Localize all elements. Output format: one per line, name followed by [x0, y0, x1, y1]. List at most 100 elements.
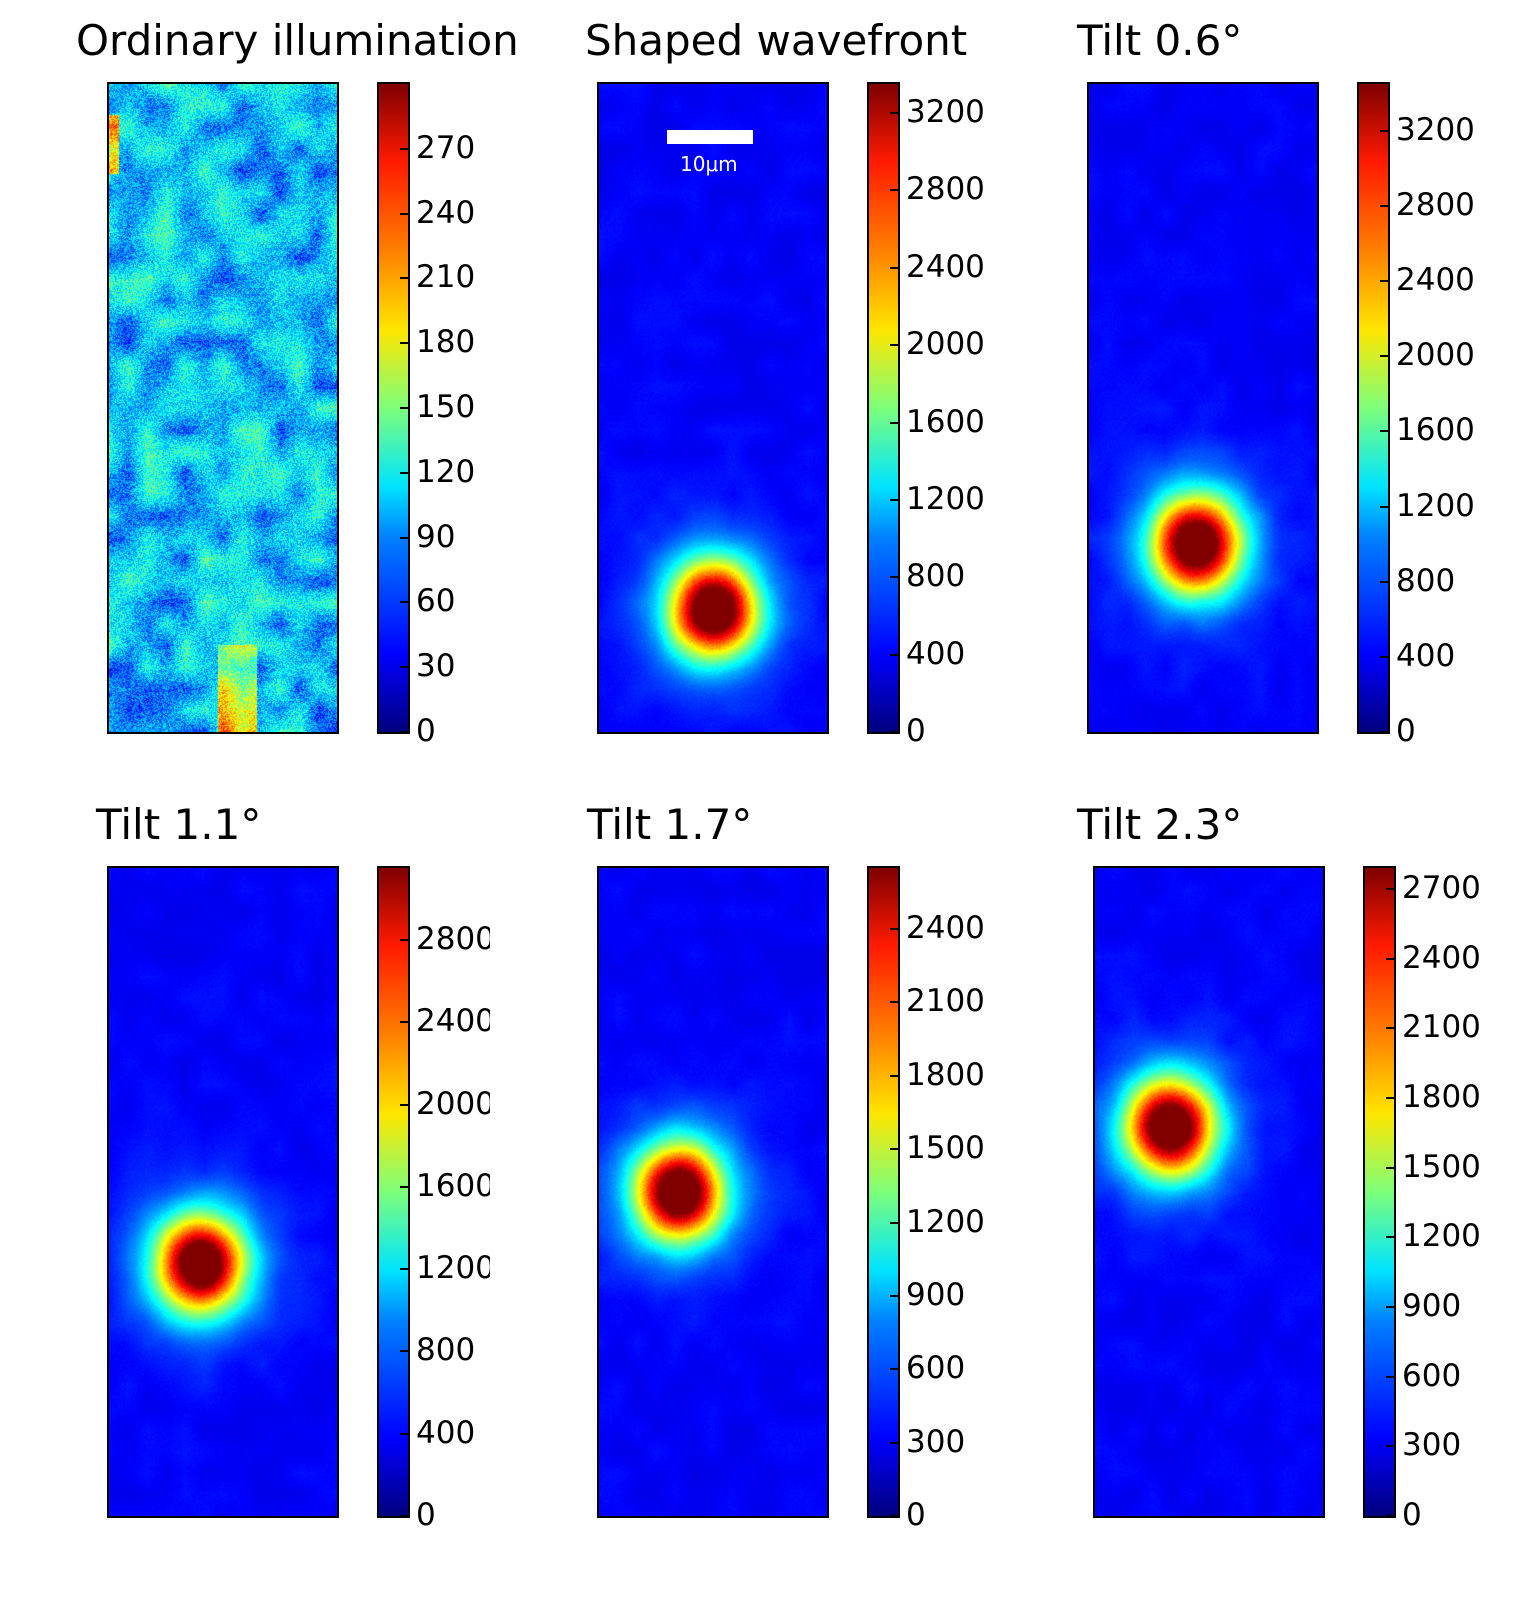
colorbar-tick-mark: [890, 498, 898, 501]
colorbar-tick-mark: [890, 1515, 898, 1517]
colorbar-tick-mark: [1386, 1305, 1394, 1308]
colorbar-tick-mark: [890, 1221, 898, 1224]
colorbar-tick-mark: [1380, 655, 1388, 658]
panel-title: Tilt 0.6°: [1077, 16, 1243, 65]
colorbar-tick-label: 2400: [416, 1006, 490, 1038]
colorbar-tick-label: 30: [416, 648, 456, 685]
colorbar-tick-label: 1200: [416, 1253, 490, 1285]
colorbar-tick-mark: [400, 342, 408, 345]
colorbar-tick-label: 0: [416, 713, 436, 749]
colorbar-tick-mark: [890, 1368, 898, 1371]
colorbar-tick-label: 3200: [1396, 111, 1475, 148]
colorbar-tick-mark: [400, 212, 408, 215]
colorbar-tick-mark: [400, 666, 408, 669]
colorbar-tick-mark: [400, 471, 408, 474]
colorbar-tick-mark: [1380, 580, 1388, 583]
colorbar-tick-label: 1800: [1402, 1078, 1481, 1115]
colorbar-tick-label: 800: [1396, 562, 1456, 599]
colorbar-tick-mark: [890, 731, 898, 733]
colorbar-tick-label: 1200: [906, 1203, 985, 1240]
colorbar-tick-label: 0: [416, 1500, 436, 1531]
colorbar-tick-label: 600: [1402, 1357, 1462, 1394]
colorbar-tick-mark: [1380, 280, 1388, 283]
colorbar-tick-mark: [1380, 505, 1388, 508]
heatmap-image: [597, 82, 829, 734]
colorbar-tick-mark: [890, 112, 898, 114]
colorbar-tick-mark: [400, 1515, 408, 1517]
colorbar-tick-label: 2400: [1396, 262, 1475, 299]
colorbar-tick-label: 300: [906, 1423, 966, 1460]
colorbar-tick-label: 1200: [906, 480, 985, 517]
colorbar-tick-mark: [890, 344, 898, 347]
colorbar-tick-label: 900: [906, 1276, 966, 1313]
colorbar-tick-mark: [1380, 355, 1388, 358]
colorbar-tick-label: 3200: [906, 94, 985, 130]
colorbar-tick-mark: [890, 421, 898, 424]
colorbar-tick-label: 2800: [1396, 187, 1475, 224]
colorbar-tick-label: 150: [416, 389, 476, 425]
heatmap-image: [107, 866, 339, 1518]
colorbar-tick-label: 400: [416, 1417, 476, 1449]
colorbar-tick-mark: [400, 536, 408, 539]
colorbar-tick-label: 2100: [906, 983, 985, 1020]
colorbar-tick-label: 2400: [906, 248, 985, 285]
colorbar-tick-label: 1200: [1402, 1218, 1481, 1255]
colorbar-tick-label: 2000: [906, 326, 985, 363]
heatmap-image: [1093, 866, 1325, 1518]
heatmap-image: [1087, 82, 1319, 734]
panel-title: Tilt 1.1°: [96, 800, 262, 849]
colorbar-tick-mark: [400, 939, 408, 941]
colorbar-tick-label: 60: [416, 583, 456, 620]
colorbar-tick-mark: [1380, 205, 1388, 208]
colorbar-tick-mark: [1386, 957, 1394, 960]
colorbar-tick-label: 1200: [1396, 487, 1475, 524]
colorbar-tick-mark: [890, 576, 898, 579]
colorbar-tick-label: 400: [1396, 637, 1456, 674]
colorbar-tick-label: 800: [906, 558, 966, 595]
colorbar: [1357, 82, 1390, 734]
scale-bar-label: 10μm: [680, 152, 738, 176]
colorbar-tick-mark: [890, 189, 898, 192]
panel-title: Tilt 1.7°: [587, 800, 753, 849]
colorbar-tick-mark: [1386, 887, 1394, 890]
panel-title: Tilt 2.3°: [1077, 800, 1243, 849]
colorbar-tick-label: 1800: [906, 1056, 985, 1093]
heatmap-image: [107, 82, 339, 734]
colorbar-tick-mark: [400, 1432, 408, 1435]
colorbar-tick-mark: [1386, 1236, 1394, 1239]
colorbar-tick-mark: [1380, 430, 1388, 433]
colorbar-tick-mark: [1386, 1515, 1394, 1517]
colorbar-tick-label: 1500: [906, 1130, 985, 1167]
colorbar-tick-label: 2100: [1402, 1009, 1481, 1046]
colorbar-tick-mark: [890, 1441, 898, 1444]
colorbar-tick-mark: [1380, 731, 1388, 733]
colorbar-tick-mark: [400, 277, 408, 280]
heatmap-image: [597, 866, 829, 1518]
colorbar: [867, 82, 900, 734]
colorbar-tick-label: 180: [416, 324, 476, 361]
colorbar-tick-mark: [890, 1148, 898, 1151]
colorbar-tick-label: 900: [1402, 1287, 1462, 1324]
colorbar-tick-label: 2000: [1396, 337, 1475, 374]
colorbar-tick-label: 1600: [1396, 412, 1475, 449]
colorbar-tick-mark: [400, 1021, 408, 1024]
colorbar-tick-mark: [1386, 1445, 1394, 1448]
colorbar: [867, 866, 900, 1518]
colorbar-tick-mark: [400, 147, 408, 150]
colorbar-tick-mark: [400, 1103, 408, 1106]
colorbar-tick-mark: [1386, 1096, 1394, 1099]
colorbar-tick-label: 120: [416, 453, 476, 490]
colorbar-tick-label: 2400: [1402, 939, 1481, 976]
colorbar-tick-mark: [890, 928, 898, 931]
colorbar-tick-label: 2800: [906, 171, 985, 208]
colorbar-tick-mark: [1386, 1027, 1394, 1030]
colorbar-tick-label: 1600: [416, 1170, 490, 1202]
colorbar-tick-mark: [400, 731, 408, 733]
colorbar-tick-label: 800: [416, 1335, 476, 1367]
colorbar-tick-label: 2000: [416, 1088, 490, 1120]
colorbar-tick-label: 600: [906, 1350, 966, 1387]
colorbar-tick-mark: [400, 1268, 408, 1271]
colorbar-tick-label: 1600: [906, 403, 985, 440]
colorbar-tick-label: 210: [416, 259, 476, 296]
scale-bar: [667, 130, 753, 144]
